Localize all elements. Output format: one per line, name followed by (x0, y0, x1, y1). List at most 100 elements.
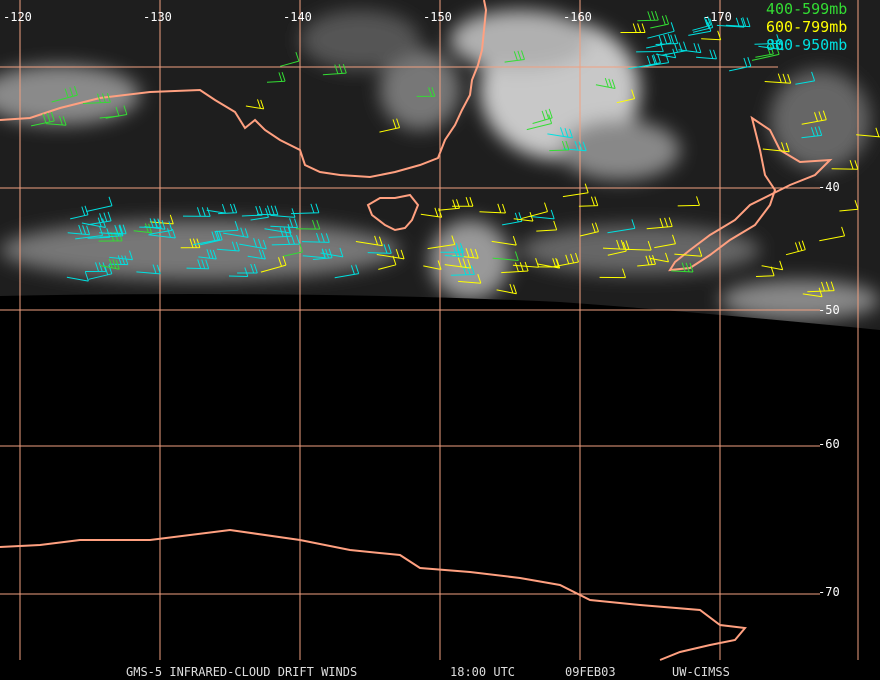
wind-barb (107, 224, 127, 235)
legend-entry: 400-599mb (766, 0, 847, 18)
wind-barb (595, 77, 616, 89)
wind-barb (458, 274, 482, 284)
latitude-label: -70 (818, 585, 840, 599)
wind-barb (839, 200, 859, 212)
wind-barb (755, 44, 774, 58)
wind-barb (81, 217, 106, 228)
wind-barb (785, 240, 806, 256)
wind-barb (678, 42, 702, 54)
wind-barb (186, 259, 210, 270)
wind-barb (30, 111, 55, 127)
wind-barb (250, 208, 269, 221)
wind-barb (754, 34, 781, 45)
wind-barb (654, 234, 676, 249)
wind-barb (692, 18, 714, 33)
wind-barb (88, 264, 113, 280)
legend: 400-599mb 600-799mb 800-950mb (766, 0, 847, 54)
wind-barb (423, 260, 442, 270)
wind-barb (416, 87, 436, 97)
wind-barb (206, 203, 226, 214)
wind-barb (807, 281, 835, 293)
wind-barb (438, 199, 460, 211)
wind-barb (440, 243, 464, 253)
wind-barb (216, 241, 240, 252)
wind-barb (626, 240, 652, 251)
wind-barb (237, 263, 258, 274)
wind-barb (295, 219, 321, 230)
wind-barb (312, 248, 333, 260)
wind-barb (139, 218, 162, 229)
legend-entry: 800-950mb (766, 36, 847, 54)
wind-barb (496, 283, 517, 295)
wind-barb (378, 255, 397, 270)
wind-barb (268, 227, 292, 238)
wind-barb (87, 211, 112, 226)
wind-barb (716, 17, 745, 28)
latitude-label: -50 (818, 303, 840, 317)
wind-barb (105, 105, 128, 119)
legend-entry: 600-799mb (766, 18, 847, 36)
wind-barb (334, 264, 360, 279)
wind-barb (214, 221, 239, 233)
wind-barb (301, 232, 330, 243)
wind-barb (228, 267, 249, 277)
longitude-labels: -120 -130 -140 -150 -160 -170 (3, 10, 732, 24)
wind-barb (801, 126, 823, 139)
wind-barb (86, 196, 113, 212)
wind-barb (674, 247, 703, 257)
wind-barb (200, 230, 223, 246)
wind-barb (479, 203, 506, 214)
date: 09FEB03 (565, 665, 616, 679)
wind-barb (801, 110, 827, 125)
wind-barb (379, 118, 401, 133)
wind-barb (764, 73, 792, 84)
wind-barb (579, 222, 599, 237)
wind-barb (528, 209, 555, 220)
wind-barb (492, 251, 519, 261)
wind-barb (148, 228, 176, 239)
wind-barb (536, 220, 558, 232)
wind-barb (376, 248, 405, 260)
wind-barb (819, 226, 846, 242)
wind-barb (133, 223, 153, 234)
wind-barb (512, 258, 540, 268)
wind-barb (526, 114, 553, 131)
wind-barb (247, 249, 266, 260)
wind-barb (547, 127, 573, 139)
wind-barb (180, 238, 201, 249)
longitude-label: -140 (283, 10, 312, 24)
wind-barb (725, 17, 751, 28)
wind-barb (551, 252, 579, 268)
wind-barb (728, 57, 752, 72)
wind-barb (628, 55, 656, 70)
wind-barb (607, 219, 636, 234)
wind-barb (192, 230, 221, 246)
wind-barb (45, 115, 67, 126)
wind-barb (367, 244, 392, 254)
wind-barb (322, 63, 347, 76)
wind-barb (67, 224, 91, 236)
wind-barb (270, 208, 296, 218)
wind-barb (802, 287, 823, 298)
longitude-label: -130 (143, 10, 172, 24)
wind-barb (444, 247, 464, 258)
wind-barb (755, 266, 775, 277)
wind-barb (620, 23, 646, 33)
wind-barb (758, 39, 784, 51)
wind-barb (701, 30, 722, 41)
wind-barb (677, 196, 700, 207)
longitude-label: -120 (3, 10, 32, 24)
wind-barb (513, 211, 534, 222)
wind-barb (751, 45, 780, 61)
wind-barb (637, 255, 656, 267)
wind-barbs (30, 10, 880, 298)
wind-barb (266, 72, 286, 83)
longitude-label: -160 (563, 10, 592, 24)
wind-barb (688, 22, 712, 36)
wind-barb (218, 203, 238, 215)
wind-barb (831, 160, 859, 170)
wind-barb (520, 202, 548, 220)
wind-barb (198, 249, 217, 260)
wind-barb (271, 234, 300, 246)
latitude-label: -40 (818, 180, 840, 194)
